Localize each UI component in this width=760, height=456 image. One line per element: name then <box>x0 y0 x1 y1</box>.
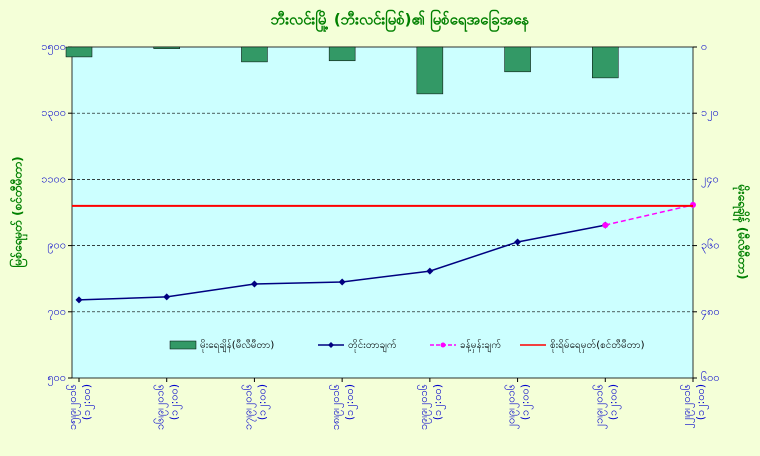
x-tick-time: (၁၂:၀၀) <box>694 384 709 420</box>
point <box>514 238 522 246</box>
x-tick-label: ၁၈၊၉၊၂၀၁၆ <box>329 384 344 430</box>
legend-label: စိုးရိမ်ရေမှတ်(စင်တီမီတာ) <box>550 338 645 353</box>
bar <box>592 46 619 79</box>
x-tick-time: (၁၂:၀၀) <box>431 384 446 420</box>
series-line <box>605 204 694 226</box>
legend-label: မိုးရေချိန်(မီလီမီတာ) <box>200 338 274 353</box>
bar <box>153 46 180 49</box>
y-axis-title: မြစ်ရေမှတ် (စင်တီမီတာ) <box>8 156 29 267</box>
point <box>338 278 346 286</box>
point <box>426 267 434 275</box>
y2-axis-title: မိုးရေချိန် (မီလီမီတာ) <box>732 184 752 280</box>
legend-label: ခန့်မှန်းချက် <box>460 338 501 353</box>
x-tick-label: ၂၁၊၉၊၂၀၁၆ <box>592 384 607 429</box>
y-tick-label: ၁၃၀၀ <box>41 106 66 121</box>
y2-tick-label: ၂၄၀ <box>701 172 719 187</box>
bar <box>416 46 444 95</box>
y2-tick-label: ၀ <box>701 40 707 53</box>
y-tick-label: ၅၀၀ <box>47 371 66 386</box>
x-tick-time: (၁၂:၀၀) <box>168 384 183 420</box>
y2-tick-label: ၄၈၀ <box>701 305 720 320</box>
x-tick-time: (၁၂:၀၀) <box>606 384 621 420</box>
y-tick-label: ၉၀၀ <box>47 239 66 254</box>
bar <box>328 46 356 62</box>
y2-tick-label: ၃၆၀ <box>701 239 720 254</box>
point <box>250 280 258 288</box>
x-tick-label: ၁၆၊၉၊၂၀၁၆ <box>154 384 169 430</box>
x-tick-label: ၂၀၊၉၊၂၀၁၆ <box>505 384 520 429</box>
x-tick-time: (၁၂:၀၀) <box>255 384 270 420</box>
x-tick-time: (၁၂:၀၀) <box>80 384 95 420</box>
legend-label: တိုင်းတာချက် <box>348 338 397 353</box>
bar <box>504 46 531 73</box>
x-tick-label: ၁၇၊၉၊၂၀၁၆ <box>241 384 256 430</box>
x-tick-label: ၂၂၊၉၊၂၀၁၆ <box>680 384 695 428</box>
point <box>163 293 171 301</box>
y-tick-label: ၁၅၀၀ <box>41 40 66 55</box>
x-tick-label: ၁၅၊၉၊၂၀၁၆ <box>66 384 81 430</box>
x-tick-time: (၁၂:၀၀) <box>519 384 534 420</box>
legend-swatch <box>169 340 197 350</box>
x-tick-time: (၁၂:၀၀) <box>343 384 358 420</box>
bar <box>241 46 268 63</box>
y2-tick-label: ၁၂၀ <box>701 106 719 121</box>
legend-marker <box>440 342 446 348</box>
y-tick-label: ၇၀၀ <box>47 305 66 320</box>
legend-marker <box>328 342 334 348</box>
y-tick-label: ၁၁၀၀ <box>41 172 66 185</box>
x-tick-label: ၁၉၊၉၊၂၀၁၆ <box>417 384 432 430</box>
point <box>602 222 609 229</box>
point <box>75 296 83 304</box>
y2-tick-label: ၆၀၀ <box>701 371 720 384</box>
plot-area <box>71 46 694 379</box>
bar <box>65 46 93 58</box>
